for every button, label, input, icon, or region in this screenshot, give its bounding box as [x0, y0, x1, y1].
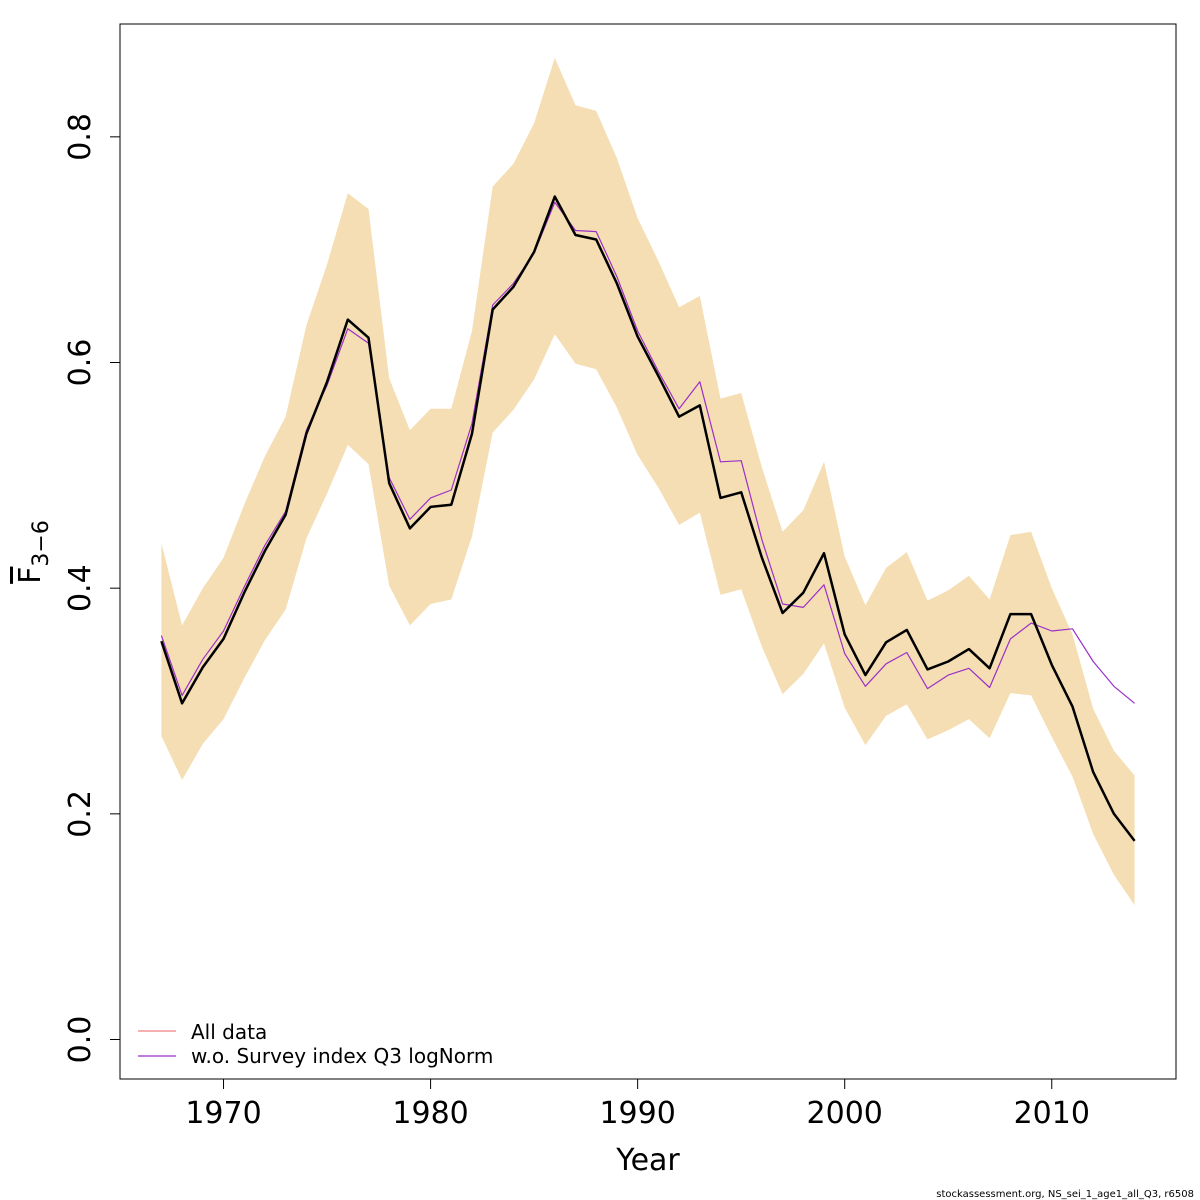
legend: All data w.o. Survey index Q3 logNorm [138, 1020, 493, 1068]
series-layer [160, 195, 1136, 842]
y-tick-label: 0.0 [63, 1016, 98, 1064]
y-tick-label: 0.8 [63, 113, 98, 161]
footer-credit: stockassessment.org, NS_sei_1_age1_all_Q… [936, 1189, 1194, 1200]
plot-frame [119, 23, 1177, 1080]
axes-layer: 1970 1980 1990 2000 2010 0.0 0.2 0.4 0.6 0.8 [63, 113, 1090, 1131]
x-tick-label: 2010 [1014, 1096, 1090, 1131]
confidence-band [161, 57, 1135, 906]
legend-label-wo-survey: w.o. Survey index Q3 logNorm [191, 1044, 493, 1068]
svg-text:F3−6: F3−6 [13, 520, 54, 584]
x-tick-label: 1970 [185, 1096, 261, 1131]
estimate-line [160, 195, 1136, 842]
x-tick-label: 2000 [807, 1096, 883, 1131]
legend-label-all-data: All data [191, 1020, 267, 1044]
x-tick-label: 1990 [599, 1096, 675, 1131]
y-tick-label: 0.4 [63, 564, 98, 612]
confidence-band-layer [161, 57, 1135, 906]
y-tick-label: 0.6 [63, 339, 98, 387]
x-axis-title: Year [615, 1143, 680, 1178]
y-tick-label: 0.2 [63, 790, 98, 838]
x-tick-label: 1980 [392, 1096, 468, 1131]
y-axis-title-main: F [13, 567, 48, 584]
y-axis-title: F3−6 [13, 520, 54, 584]
y-axis-title-subscript: 3−6 [29, 520, 54, 566]
